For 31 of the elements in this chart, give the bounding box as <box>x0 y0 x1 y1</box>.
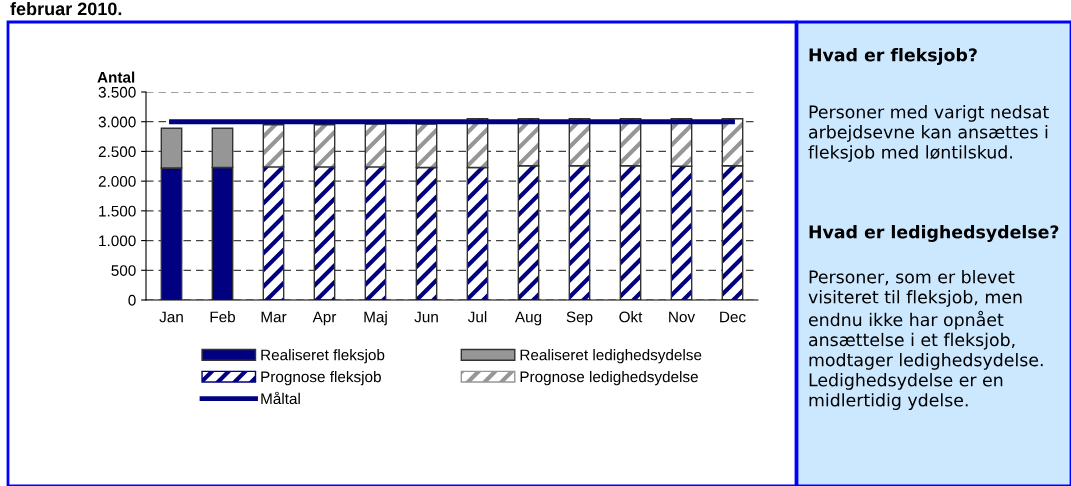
text: Hvad er ledighedsydelse? <box>809 225 1059 242</box>
x-tick-label: Maj <box>364 311 387 326</box>
x-tick-label: Jul <box>467 311 487 323</box>
y-tick-label: 3.000 <box>98 116 136 128</box>
y-tick-label: 0 <box>128 294 136 306</box>
legend-label: Realiseret ledighedsydelse <box>520 349 702 364</box>
legend-label: Realiseret fleksjob <box>261 349 385 364</box>
x-tick-label: Dec <box>720 311 746 323</box>
chart-title: februar 2010. <box>10 2 122 16</box>
legend-label: Prognose ledighedsydelse <box>520 370 698 386</box>
y-tick-label: 2.500 <box>98 146 136 158</box>
text: Personer med varigt nedsat arbejdsevne kan ansættes i fleksjob med løntilskud. <box>808 105 1049 162</box>
y-tick-label: 1.000 <box>99 235 136 247</box>
y-tick-label: 2.000 <box>98 176 136 187</box>
x-tick-label: Nov <box>669 311 696 323</box>
x-tick-label: Jan <box>159 311 183 323</box>
legend-label: Måltal <box>261 391 300 405</box>
x-tick-label: Apr <box>312 311 337 326</box>
x-tick-label: Feb <box>210 311 236 323</box>
x-tick-label: Mar <box>261 311 287 323</box>
y-tick-label: 500 <box>111 265 136 276</box>
y-axis-title: Antal <box>97 71 135 83</box>
text: Hvad er fleksjob? <box>809 48 977 65</box>
legend-label: Prognose fleksjob <box>261 370 381 386</box>
text: Personer, som er blevet visiteret til fleksjob, men endnu ikke har opnået ansættelse i et fleksjob, modtager ledighedsydelse. Ledighedsydelse er en midlertidig ydelse. <box>808 270 1043 410</box>
x-tick-label: Okt <box>619 311 643 323</box>
x-tick-label: Aug <box>514 311 542 326</box>
y-tick-label: 1.500 <box>99 205 136 217</box>
y-tick-label: 3.500 <box>98 86 136 98</box>
x-tick-label: Sep <box>566 311 593 326</box>
x-tick-label: Jun <box>414 311 438 323</box>
